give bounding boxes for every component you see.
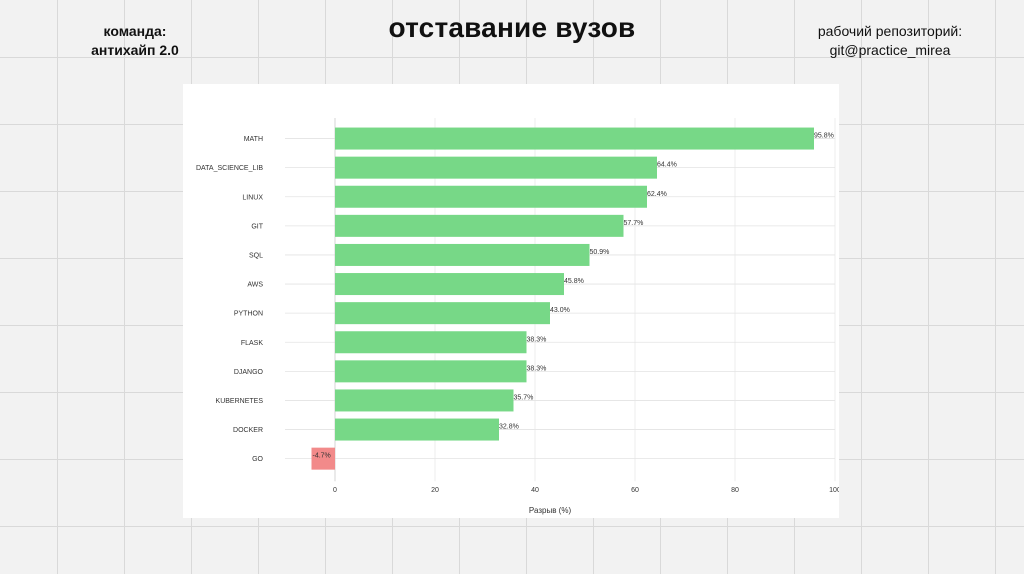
y-tick-label: LINUX xyxy=(242,194,263,201)
y-tick-label: DATA_SCIENCE_LIB xyxy=(196,165,263,172)
data-label: 50.9% xyxy=(590,249,610,256)
bar-data-science-lib xyxy=(335,156,657,179)
team-block: команда: антихайп 2.0 xyxy=(60,22,210,60)
page-title: отставание вузов xyxy=(388,12,636,43)
data-label: 38.3% xyxy=(527,336,547,343)
x-axis-label: Разрыв (%) xyxy=(529,506,572,515)
y-tick-label: DJANGO xyxy=(234,369,264,376)
data-label: 95.8% xyxy=(814,133,834,140)
bar-kubernetes xyxy=(335,389,514,412)
x-tick-label: 40 xyxy=(531,487,539,494)
x-tick-label: 0 xyxy=(333,487,337,494)
bar-go xyxy=(311,447,335,470)
data-label: 38.3% xyxy=(527,365,547,372)
data-label: 32.8% xyxy=(499,424,519,431)
team-label: команда: xyxy=(103,23,167,39)
data-label: 62.4% xyxy=(647,191,667,198)
data-label: 35.7% xyxy=(514,394,534,401)
bar-layer xyxy=(311,127,814,470)
bar-aws xyxy=(335,273,564,296)
bar-sql xyxy=(335,243,590,266)
bar-flask xyxy=(335,331,527,354)
y-tick-label: FLASK xyxy=(241,340,264,347)
y-tick-label: GO xyxy=(252,456,263,463)
data-label: 57.7% xyxy=(624,220,644,227)
x-tick-label: 20 xyxy=(431,487,439,494)
x-tick-label: 80 xyxy=(731,487,739,494)
x-tick-label: 100 xyxy=(829,487,839,494)
bar-git xyxy=(335,214,624,237)
repo-label: рабочий репозиторий: xyxy=(817,23,963,39)
y-tick-label: DOCKER xyxy=(233,427,263,434)
team-name: антихайп 2.0 xyxy=(91,42,179,58)
gap-bar-chart: 0 20 40 60 80 100 MATH 95.8% DATA_SCIENCE_LIB 64.… xyxy=(196,118,839,515)
y-tick-label: KUBERNETES xyxy=(216,398,264,405)
label-layer: 0 20 40 60 80 100 MATH 95.8% DATA_SCIENCE_LIB 64.… xyxy=(196,133,839,495)
bar-python xyxy=(335,302,550,325)
x-tick-label: 60 xyxy=(631,487,639,494)
data-label: 43.0% xyxy=(550,307,570,314)
bar-linux xyxy=(335,185,647,208)
data-label: 64.4% xyxy=(657,162,677,169)
bar-docker xyxy=(335,418,499,441)
y-tick-label: MATH xyxy=(244,136,263,143)
bar-math xyxy=(335,127,814,150)
y-tick-label: SQL xyxy=(249,252,263,259)
y-tick-label: AWS xyxy=(247,282,263,289)
chart-panel: 0 20 40 60 80 100 MATH 95.8% DATA_SCIENCE_LIB 64.… xyxy=(183,84,839,518)
y-tick-label: PYTHON xyxy=(234,311,263,318)
y-tick-label: GIT xyxy=(251,223,263,230)
data-label: 45.8% xyxy=(564,278,584,285)
repo-block: рабочий репозиторий: git@practice_mirea xyxy=(790,22,990,60)
data-label: -4.7% xyxy=(313,453,331,460)
repo-value: git@practice_mirea xyxy=(829,42,951,58)
bar-django xyxy=(335,360,527,383)
